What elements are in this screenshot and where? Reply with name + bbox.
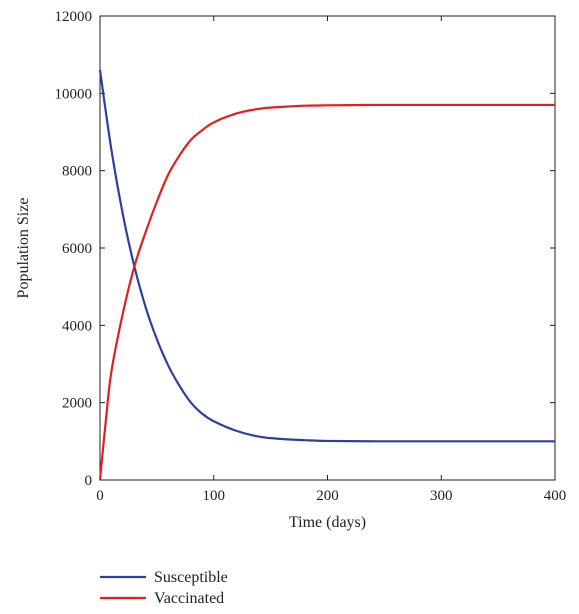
series-layer (98, 69, 556, 481)
y-axis-title: Population Size (15, 198, 32, 299)
y-axis-ticks (100, 15, 555, 481)
legend-label-susceptible: Susceptible (154, 569, 228, 586)
legend-label-vaccinated: Vaccinated (154, 590, 224, 607)
y-axis-tick-labels: 0 2000 4000 6000 8000 10000 12000 (55, 9, 93, 489)
plot-frame (99, 15, 556, 481)
y-tick-label: 8000 (62, 164, 92, 180)
series-line-vaccinated (98, 103, 556, 481)
x-tick-label: 100 (203, 488, 226, 504)
y-tick-label: 10000 (55, 86, 93, 102)
x-axis-tick-labels: 0 100 200 300 400 (96, 488, 566, 504)
x-tick-label: 400 (544, 488, 567, 504)
y-tick-label: 6000 (62, 241, 92, 257)
y-tick-label: 12000 (55, 9, 93, 25)
y-tick-label: 2000 (62, 396, 92, 412)
plot-area (98, 15, 556, 481)
y-tick-label: 4000 (62, 318, 92, 334)
x-axis-title: Time (days) (289, 514, 366, 531)
x-tick-label: 300 (430, 488, 453, 504)
series-line-susceptible (98, 69, 555, 443)
x-tick-label: 200 (316, 488, 339, 504)
x-tick-label: 0 (96, 488, 104, 504)
y-tick-label: 0 (85, 473, 93, 489)
legend: Susceptible Vaccinated (100, 569, 228, 607)
x-axis-ticks (99, 16, 556, 480)
